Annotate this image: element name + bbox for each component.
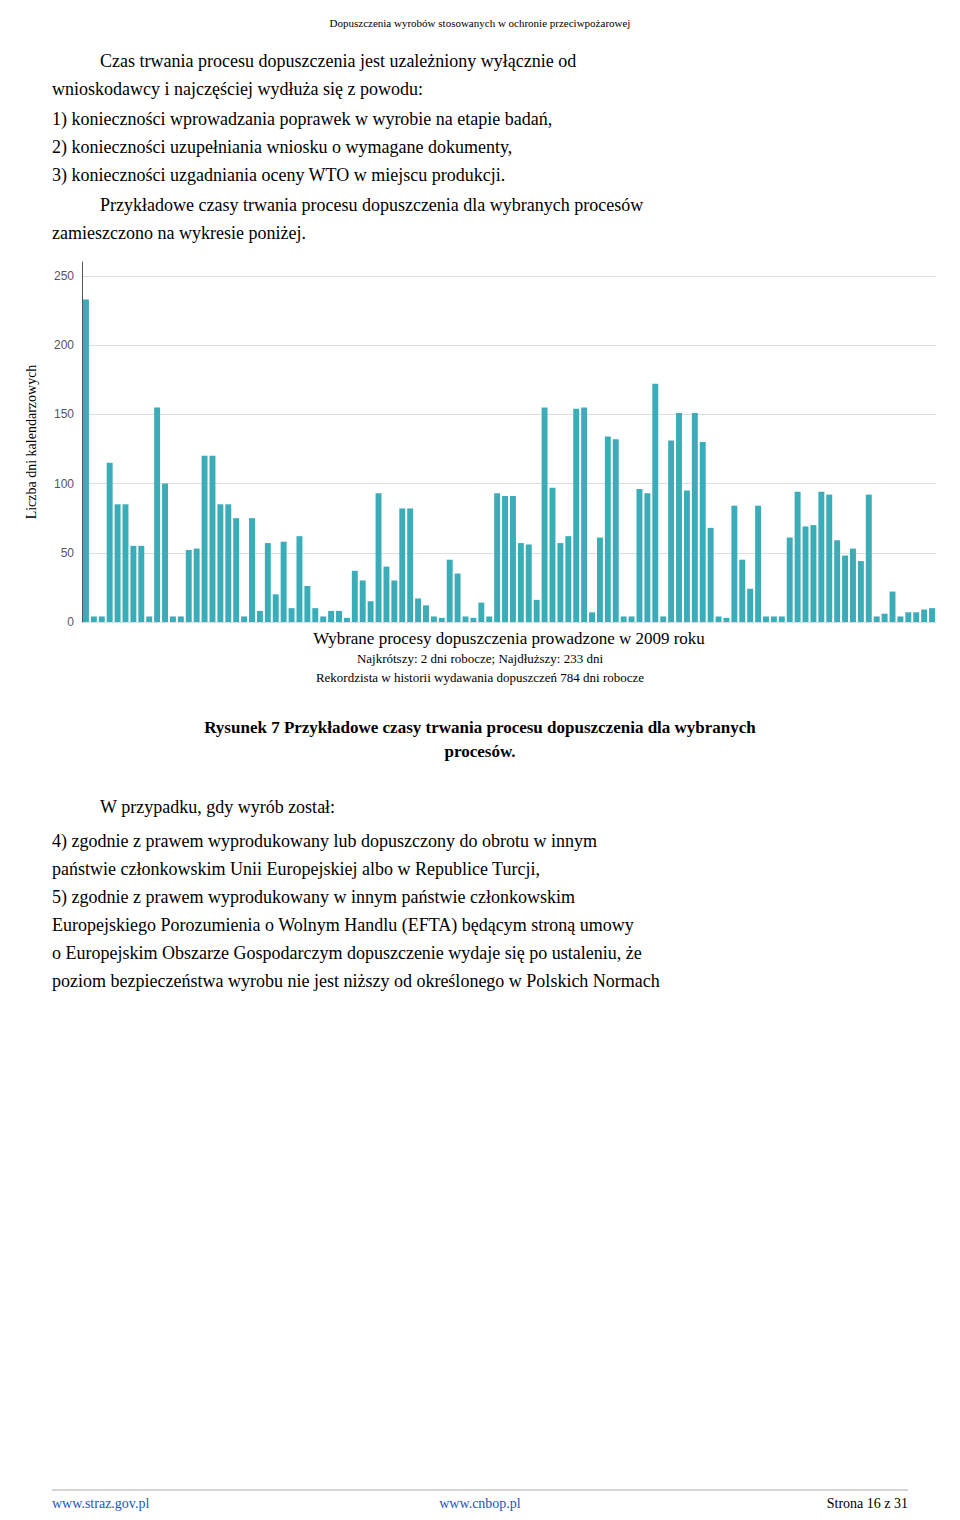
svg-text:www.straz.gov.pl: www.straz.gov.pl — [52, 1496, 149, 1511]
svg-text:1) konieczności wprowadzania p: 1) konieczności wprowadzania poprawek w … — [52, 109, 552, 130]
svg-text:5) zgodnie z prawem wyprodukow: 5) zgodnie z prawem wyprodukowany w inny… — [52, 887, 575, 908]
svg-text:www.cnbop.pl: www.cnbop.pl — [439, 1496, 521, 1511]
svg-text:Europejskiego Porozumienia o W: Europejskiego Porozumienia o Wolnym Hand… — [52, 915, 634, 936]
svg-text:Wybrane procesy dopuszczenia p: Wybrane procesy dopuszczenia prowadzone … — [313, 629, 705, 648]
svg-text:Czas trwania procesu dopuszcze: Czas trwania procesu dopuszczenia jest u… — [100, 51, 576, 71]
svg-text:Przykładowe czasy trwania proc: Przykładowe czasy trwania procesu dopusz… — [100, 195, 643, 215]
svg-text:100: 100 — [54, 477, 74, 491]
svg-text:poziom bezpieczeństwa wyrobu n: poziom bezpieczeństwa wyrobu nie jest ni… — [52, 971, 660, 991]
svg-text:250: 250 — [54, 269, 74, 283]
svg-text:wnioskodawcy i najczęściej wyd: wnioskodawcy i najczęściej wydłuża się z… — [52, 79, 423, 99]
svg-text:200: 200 — [54, 338, 74, 352]
svg-text:o Europejskim Obszarze Gospoda: o Europejskim Obszarze Gospodarczym dopu… — [52, 943, 642, 963]
svg-text:Dopuszczenia wyrobów stosowany: Dopuszczenia wyrobów stosowanych w ochro… — [330, 17, 631, 29]
svg-text:procesów.: procesów. — [445, 742, 516, 761]
svg-text:Liczba dni kalendarzowych: Liczba dni kalendarzowych — [24, 365, 39, 520]
svg-text:W przypadku, gdy wyrób został:: W przypadku, gdy wyrób został: — [100, 797, 335, 817]
svg-text:4) zgodnie z prawem wyprodukow: 4) zgodnie z prawem wyprodukowany lub do… — [52, 831, 597, 852]
svg-text:państwie członkowskim Unii Eur: państwie członkowskim Unii Europejskiej … — [52, 859, 540, 879]
svg-text:Rysunek 7 Przykładowe czasy tr: Rysunek 7 Przykładowe czasy trwania proc… — [204, 718, 756, 737]
svg-text:zamieszczono na wykresie poniż: zamieszczono na wykresie poniżej. — [52, 223, 306, 243]
svg-text:Najkrótszy: 2 dni robocze; Naj: Najkrótszy: 2 dni robocze; Najdłuższy: 2… — [357, 651, 604, 666]
svg-text:150: 150 — [54, 407, 74, 421]
svg-text:50: 50 — [61, 546, 75, 560]
svg-text:0: 0 — [67, 615, 74, 629]
svg-text:Rekordzista w historii wydawan: Rekordzista w historii wydawania dopuszc… — [316, 670, 644, 685]
svg-text:2) konieczności uzupełniania w: 2) konieczności uzupełniania wniosku o w… — [52, 137, 512, 158]
svg-text:Strona 16 z 31: Strona 16 z 31 — [827, 1496, 908, 1511]
svg-text:3) konieczności uzgadniania oc: 3) konieczności uzgadniania oceny WTO w … — [52, 165, 505, 186]
